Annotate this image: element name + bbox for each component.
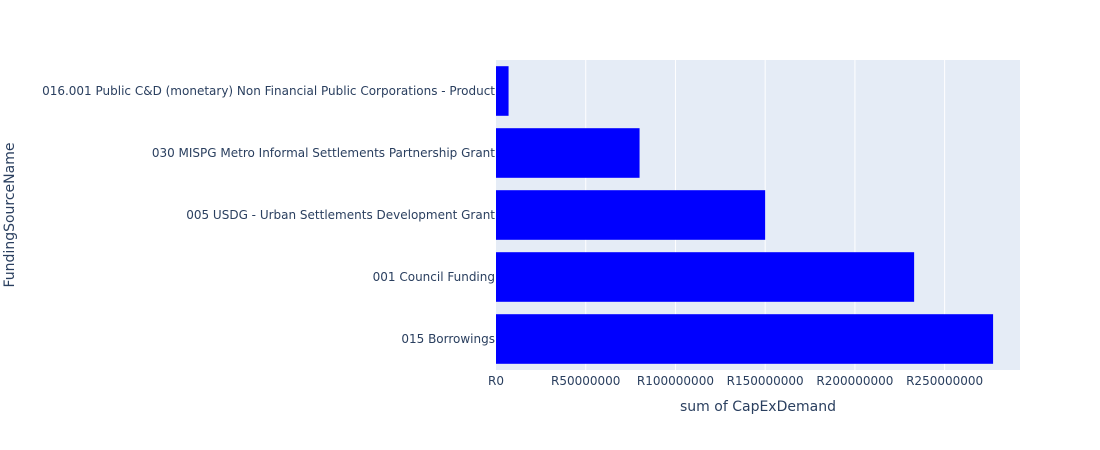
bar[interactable] (496, 190, 766, 240)
x-tick-label: R250000000 (906, 374, 983, 388)
y-axis-title: FundingSourceName (2, 143, 18, 288)
y-tick-label: 001 Council Funding (373, 270, 495, 284)
y-tick-label: 005 USDG - Urban Settlements Development… (186, 208, 495, 222)
x-axis-title: sum of CapExDemand (680, 399, 836, 415)
x-tick-label: R200000000 (816, 374, 893, 388)
bar[interactable] (496, 252, 915, 302)
y-tick-label: 016.001 Public C&D (monetary) Non Financ… (42, 84, 495, 98)
x-tick-labels: R0 R50000000 R100000000 R150000000 R20000000… (488, 374, 983, 388)
bar[interactable] (496, 66, 509, 116)
bar[interactable] (496, 314, 994, 364)
bars (496, 66, 994, 364)
y-tick-labels: 016.001 Public C&D (monetary) Non Financ… (42, 84, 495, 346)
x-tick-label: R0 (488, 374, 504, 388)
x-tick-label: R50000000 (551, 374, 620, 388)
y-tick-label: 030 MISPG Metro Informal Settlements Par… (152, 146, 495, 160)
x-tick-label: R100000000 (637, 374, 714, 388)
x-tick-label: R150000000 (727, 374, 804, 388)
y-tick-label: 015 Borrowings (401, 332, 495, 346)
bar[interactable] (496, 128, 640, 178)
